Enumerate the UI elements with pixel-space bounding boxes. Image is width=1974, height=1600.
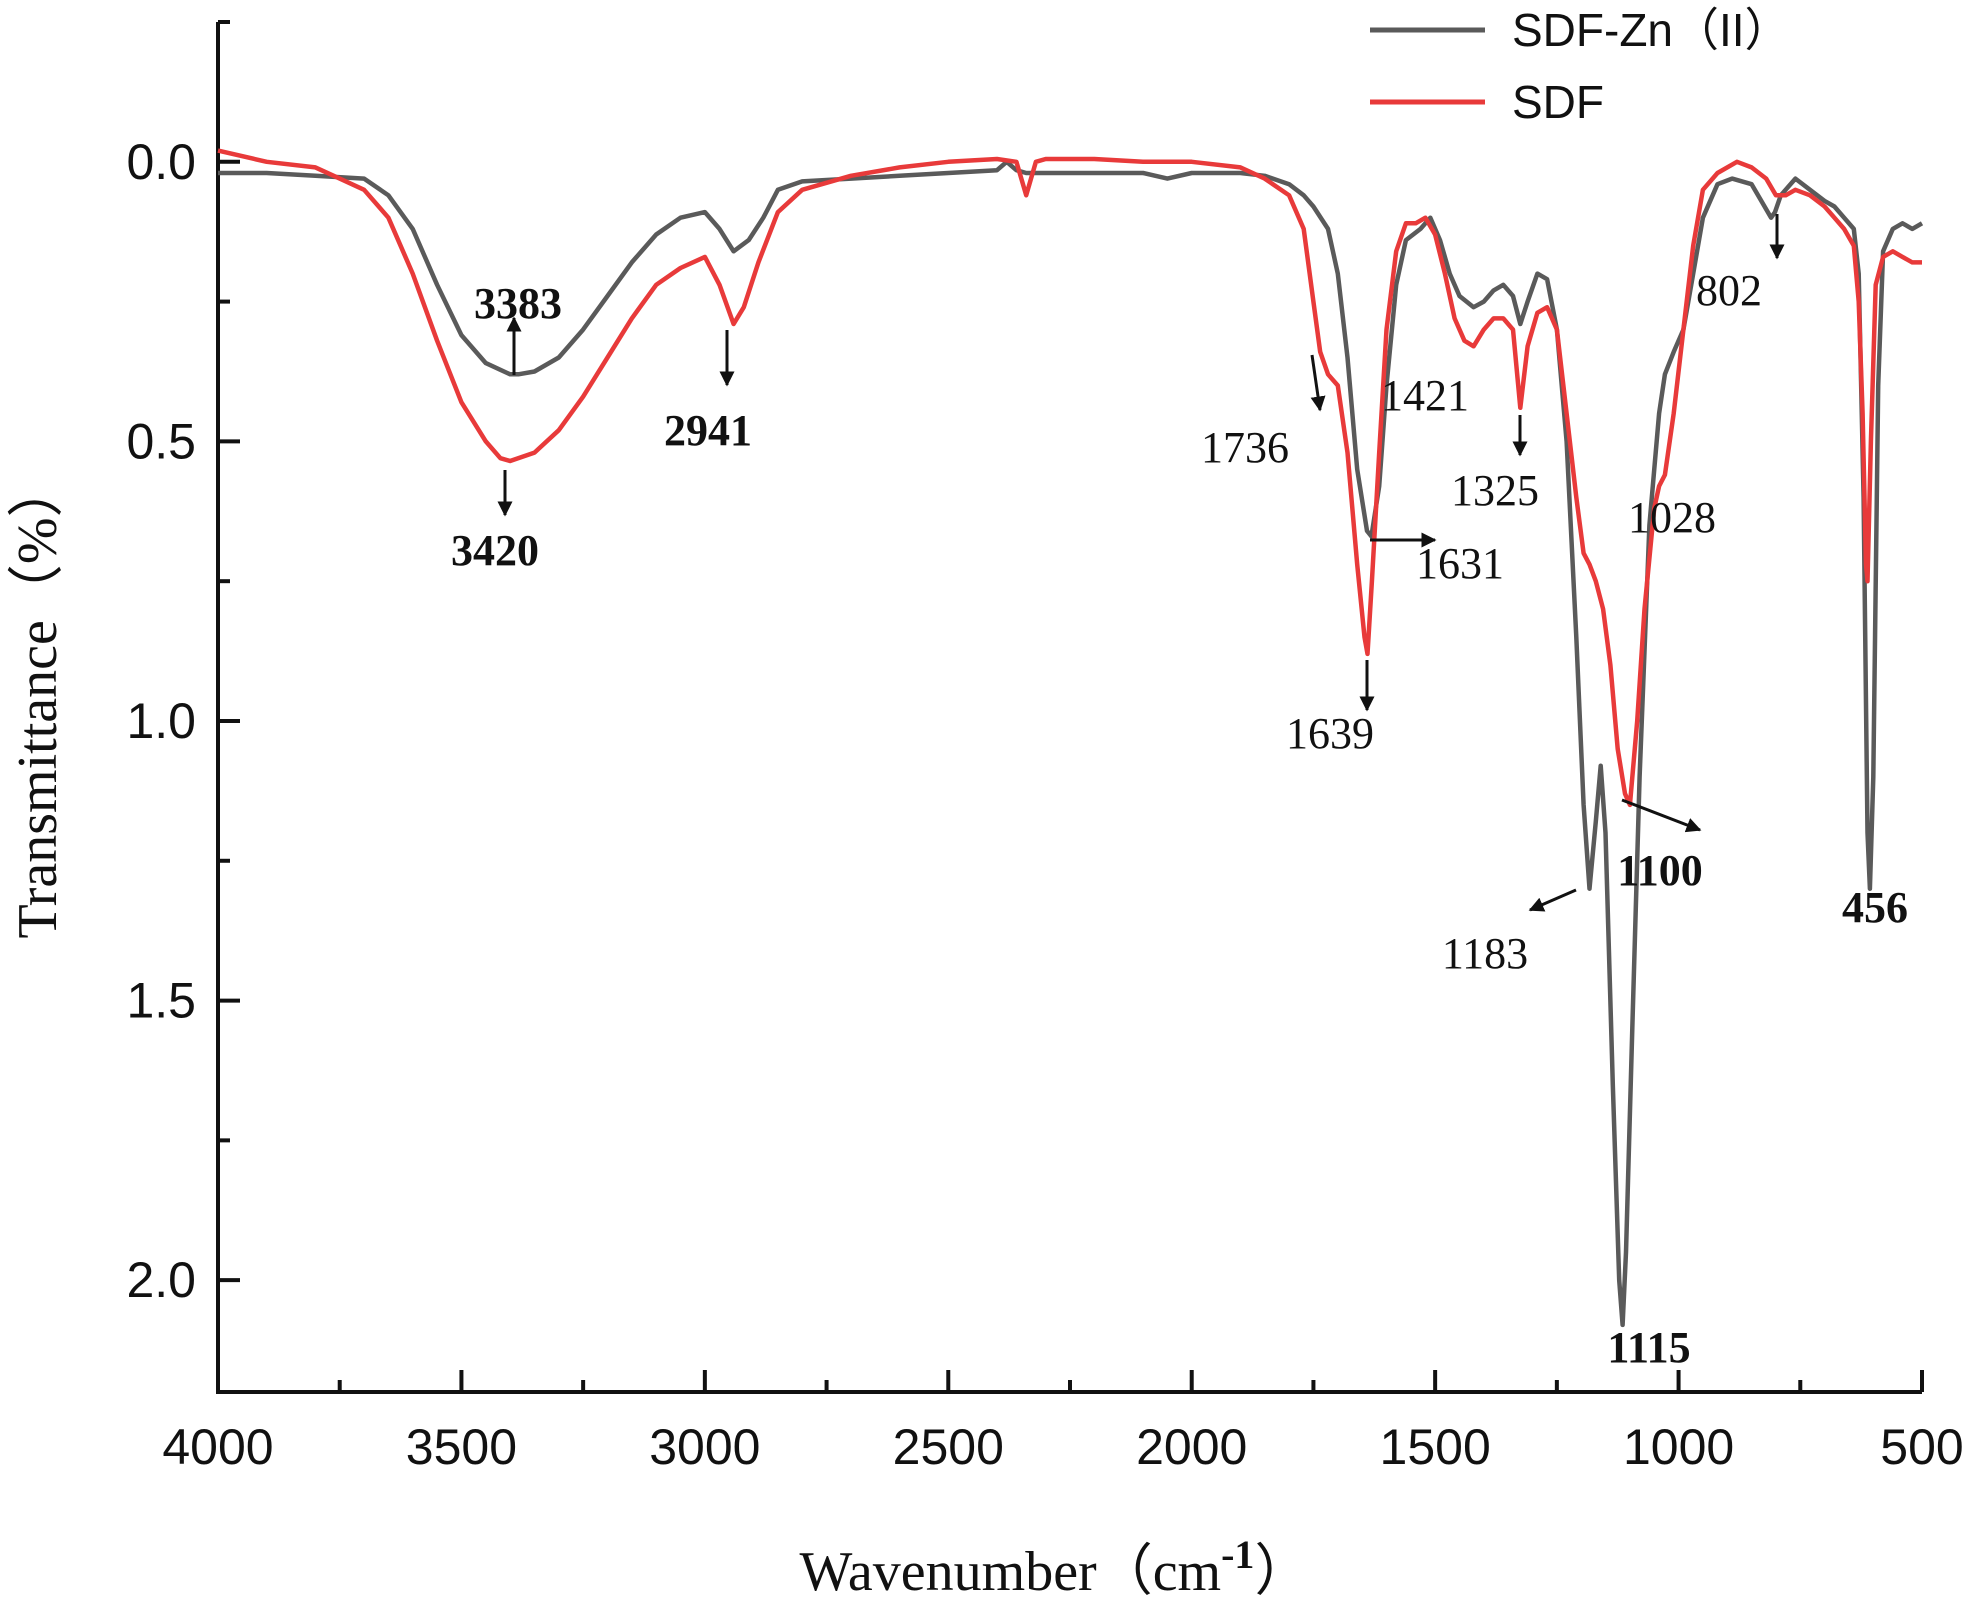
x-tick-label: 500 <box>1880 1419 1963 1475</box>
annotation-label: 2941 <box>664 406 752 455</box>
annotation-label: 1631 <box>1416 539 1504 588</box>
annotation-label: 1325 <box>1451 466 1539 515</box>
x-tick-label: 4000 <box>162 1419 273 1475</box>
annotation-label: 1736 <box>1201 423 1289 472</box>
annotation-label: 1183 <box>1442 929 1528 978</box>
legend-label: SDF <box>1512 76 1604 128</box>
annotation-label: 1421 <box>1381 371 1469 420</box>
x-tick-label: 3000 <box>649 1419 760 1475</box>
series-layer <box>217 148 1924 1328</box>
legend-label: SDF-Zn（II） <box>1512 4 1791 56</box>
series-line-sdf <box>217 148 1922 808</box>
y-tick-label: 0.0 <box>126 134 196 190</box>
legend: SDF-Zn（II） SDF <box>1370 4 1791 128</box>
x-axis-title: Wavenumber（cm-1） <box>800 1532 1311 1600</box>
annotation-label: 3420 <box>451 526 539 575</box>
annotation-label: 1028 <box>1628 493 1716 542</box>
axes: 4000 3500 3000 2500 2000 1500 1000 500 0.0 0.5 1.0… <box>126 20 1964 1475</box>
y-axis-title: Transmittance（%） <box>7 462 69 939</box>
annotation-label: 802 <box>1696 266 1762 315</box>
annotations-layer: 3383 2941 3420 1736 1421 1325 1631 1639 1028 802 1… <box>451 214 1908 1372</box>
y-tick-label: 1.5 <box>126 973 196 1029</box>
y-tick-label: 0.5 <box>126 413 196 469</box>
x-tick-label: 1000 <box>1623 1419 1734 1475</box>
annotation-label: 1639 <box>1286 709 1374 758</box>
series-line-sdf-zn <box>218 159 1924 1328</box>
x-tick-label: 2500 <box>893 1419 1004 1475</box>
annotation-label: 456 <box>1842 883 1908 932</box>
x-tick-label: 2000 <box>1136 1419 1247 1475</box>
annotation-label: 1100 <box>1617 846 1703 895</box>
annotation-label: 1115 <box>1607 1323 1690 1372</box>
annotation-arrow <box>1621 798 1702 833</box>
y-tick-label: 2.0 <box>126 1252 196 1308</box>
annotation-label: 3383 <box>474 279 562 328</box>
y-tick-label: 1.0 <box>126 693 196 749</box>
x-tick-label: 3500 <box>406 1419 517 1475</box>
annotation-arrow <box>1310 354 1326 412</box>
annotation-arrow <box>1528 888 1577 912</box>
x-tick-label: 1500 <box>1380 1419 1491 1475</box>
